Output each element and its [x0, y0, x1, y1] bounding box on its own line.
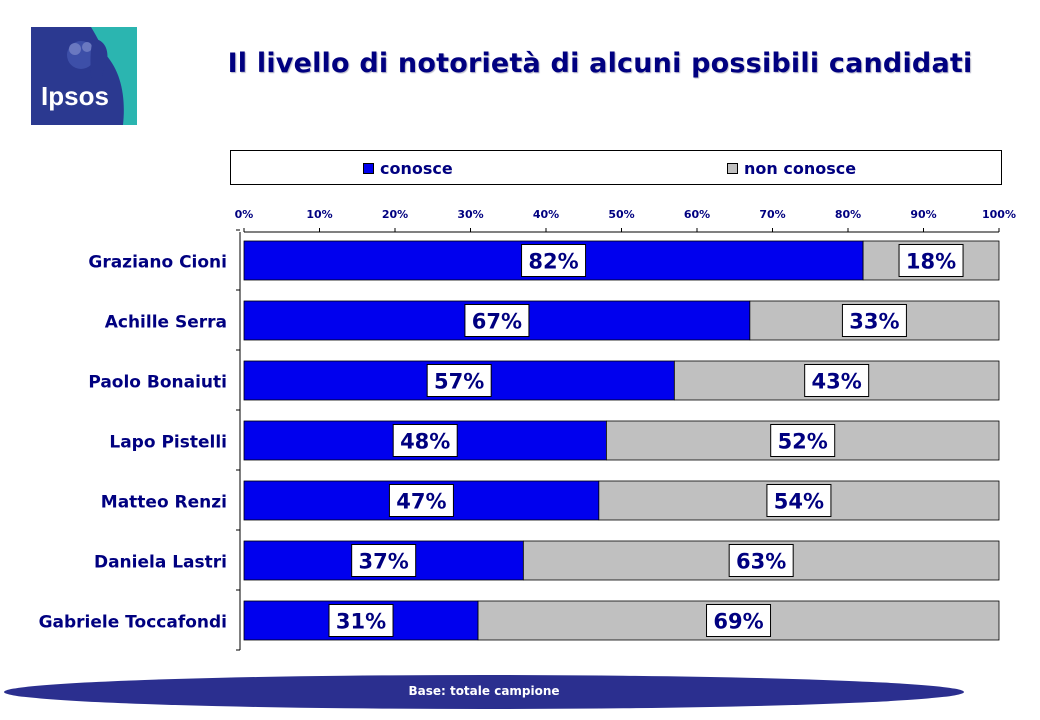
data-label-non-conosce: 33% — [849, 310, 899, 334]
data-label-non-conosce: 52% — [778, 430, 828, 454]
ipsos-logo: Ipsos — [31, 27, 137, 125]
data-label-non-conosce: 18% — [906, 250, 956, 274]
data-label-conosce: 48% — [400, 430, 450, 454]
data-label-non-conosce-box — [766, 484, 832, 517]
category-label: Achille Serra — [105, 313, 227, 333]
data-label-non-conosce: 69% — [713, 610, 763, 634]
data-label-conosce: 47% — [396, 490, 446, 514]
legend-item-conosce: conosce — [363, 159, 453, 178]
data-label-non-conosce-box — [841, 304, 907, 337]
data-label-non-conosce-box — [898, 244, 964, 277]
data-label-non-conosce: 43% — [812, 370, 862, 394]
data-label-conosce: 37% — [359, 550, 409, 574]
data-label-non-conosce-box — [728, 544, 794, 577]
legend-label-non-conosce: non conosce — [744, 159, 857, 178]
data-label-conosce: 82% — [528, 250, 578, 274]
data-label-non-conosce-box — [770, 424, 836, 457]
data-label-non-conosce-box — [706, 604, 772, 637]
category-label: Daniela Lastri — [94, 553, 227, 573]
data-label-conosce: 67% — [472, 310, 522, 334]
data-label-conosce: 31% — [336, 610, 386, 634]
data-label-conosce: 57% — [434, 370, 484, 394]
x-tick-label: 30% — [457, 208, 483, 221]
data-label-non-conosce: 54% — [774, 490, 824, 514]
category-label: Matteo Renzi — [101, 493, 227, 513]
data-label-conosce-box — [392, 424, 458, 457]
data-label-non-conosce: 63% — [736, 550, 786, 574]
category-label: Graziano Cioni — [88, 253, 227, 273]
x-tick-label: 80% — [835, 208, 861, 221]
legend-item-non-conosce: non conosce — [727, 159, 856, 178]
data-label-conosce-box — [426, 364, 492, 397]
data-label-conosce-box — [351, 544, 417, 577]
legend-label-conosce: conosce — [380, 159, 453, 178]
footer-base-note: Base: totale campione — [408, 684, 560, 698]
x-tick-label: 20% — [382, 208, 408, 221]
data-label-conosce-box — [464, 304, 530, 337]
data-label-non-conosce-box — [804, 364, 870, 397]
chart-legend: conosce non conosce — [230, 150, 1002, 185]
category-label: Paolo Bonaiuti — [88, 373, 227, 393]
page-title: Il livello di notorietà di alcuni possib… — [227, 48, 973, 79]
legend-swatch-non-conosce — [727, 163, 738, 174]
category-label: Gabriele Toccafondi — [39, 613, 227, 633]
x-tick-label: 40% — [533, 208, 559, 221]
x-tick-label: 100% — [982, 208, 1016, 221]
legend-swatch-conosce — [363, 163, 374, 174]
data-label-conosce-box — [521, 244, 587, 277]
footer-band — [4, 675, 964, 709]
x-tick-label: 10% — [306, 208, 332, 221]
data-label-conosce-box — [328, 604, 394, 637]
data-label-conosce-box — [388, 484, 454, 517]
x-tick-label: 70% — [759, 208, 785, 221]
x-tick-label: 50% — [608, 208, 634, 221]
logo-text: Ipsos — [41, 81, 109, 111]
x-tick-label: 60% — [684, 208, 710, 221]
x-tick-label: 0% — [235, 208, 254, 221]
category-label: Lapo Pistelli — [109, 433, 227, 453]
x-tick-label: 90% — [910, 208, 936, 221]
